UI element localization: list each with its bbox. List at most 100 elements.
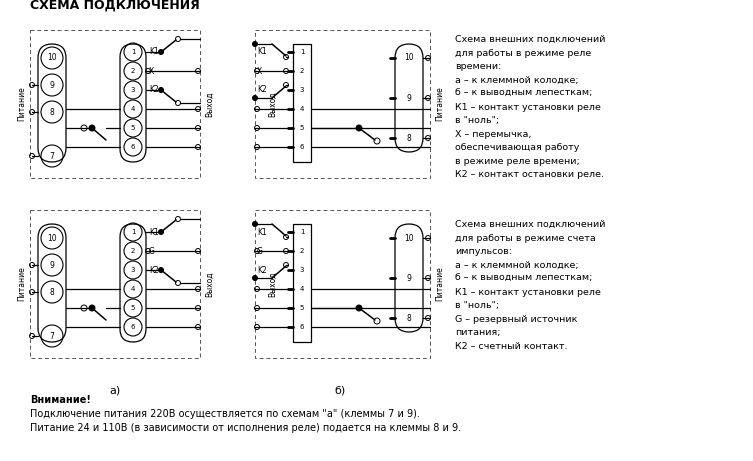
- Text: K2: K2: [257, 85, 267, 95]
- Text: X: X: [149, 66, 154, 76]
- Text: а): а): [109, 385, 120, 395]
- Text: в режиме реле времени;: в режиме реле времени;: [455, 156, 580, 165]
- FancyBboxPatch shape: [120, 224, 146, 342]
- Text: 1: 1: [300, 49, 304, 55]
- FancyBboxPatch shape: [38, 224, 66, 342]
- Text: а – к клеммной колодке;: а – к клеммной колодке;: [455, 76, 578, 84]
- FancyBboxPatch shape: [395, 44, 423, 152]
- Text: 6: 6: [300, 324, 304, 330]
- Text: Подключение питания 220В осуществляется по схемам "а" (клеммы 7 и 9).: Подключение питания 220В осуществляется …: [30, 409, 420, 419]
- Text: 8: 8: [407, 134, 411, 142]
- Text: Питание: Питание: [17, 87, 26, 121]
- Text: 2: 2: [300, 248, 304, 254]
- Text: 3: 3: [300, 267, 304, 273]
- Text: Питание 24 и 110В (в зависимости от исполнения реле) подается на клеммы 8 и 9.: Питание 24 и 110В (в зависимости от испо…: [30, 423, 461, 433]
- Text: Внимание!: Внимание!: [30, 395, 91, 405]
- Text: 8: 8: [50, 288, 54, 296]
- Text: 2: 2: [300, 68, 304, 74]
- Circle shape: [89, 305, 95, 311]
- Text: K1: K1: [149, 227, 159, 236]
- Circle shape: [252, 95, 258, 100]
- Text: 8: 8: [407, 313, 411, 323]
- Text: 4: 4: [131, 106, 136, 112]
- Text: для работы в режиме реле: для работы в режиме реле: [455, 48, 591, 58]
- Text: питания;: питания;: [455, 328, 501, 337]
- Text: Питание: Питание: [435, 87, 444, 121]
- Text: G: G: [257, 247, 263, 255]
- Text: б): б): [334, 385, 346, 395]
- Text: 8: 8: [50, 107, 54, 117]
- Text: 4: 4: [300, 106, 304, 112]
- Circle shape: [252, 221, 258, 226]
- Circle shape: [356, 305, 362, 311]
- FancyBboxPatch shape: [395, 224, 423, 332]
- Text: 6: 6: [300, 144, 304, 150]
- Text: 10: 10: [404, 234, 414, 242]
- Text: 3: 3: [131, 87, 136, 93]
- Circle shape: [89, 125, 95, 131]
- Text: K2: K2: [257, 266, 267, 274]
- Text: в "ноль";: в "ноль";: [455, 301, 499, 310]
- Text: Схема внешних подключений: Схема внешних подключений: [455, 35, 605, 44]
- Bar: [30, 30, 200, 178]
- Circle shape: [252, 41, 258, 47]
- Text: X: X: [257, 66, 262, 76]
- Text: Выход: Выход: [206, 91, 215, 117]
- Circle shape: [356, 125, 362, 131]
- Text: K1: K1: [149, 47, 159, 57]
- Text: 10: 10: [47, 234, 56, 242]
- Text: 9: 9: [50, 260, 54, 270]
- Text: Выход: Выход: [206, 271, 215, 297]
- Text: 6: 6: [131, 144, 136, 150]
- Text: а – к клеммной колодке;: а – к клеммной колодке;: [455, 260, 578, 270]
- Text: Питание: Питание: [435, 266, 444, 301]
- Text: б – к выводным лепесткам;: б – к выводным лепесткам;: [455, 274, 593, 283]
- Text: 9: 9: [50, 81, 54, 89]
- Text: 1: 1: [300, 229, 304, 235]
- Text: Выход: Выход: [269, 271, 278, 297]
- Text: 2: 2: [131, 68, 136, 74]
- Text: G – резервный источник: G – резервный источник: [455, 314, 578, 324]
- Text: 10: 10: [47, 53, 56, 63]
- Circle shape: [158, 230, 163, 235]
- FancyBboxPatch shape: [38, 44, 66, 162]
- Text: Выход: Выход: [269, 91, 278, 117]
- Text: для работы в режиме счета: для работы в режиме счета: [455, 234, 596, 242]
- Text: 7: 7: [50, 331, 54, 341]
- Text: 2: 2: [131, 248, 136, 254]
- Text: К2 – контакт остановки реле.: К2 – контакт остановки реле.: [455, 170, 604, 179]
- Circle shape: [252, 276, 258, 280]
- Text: К1 – контакт установки реле: К1 – контакт установки реле: [455, 102, 601, 112]
- Text: СХЕМА ПОДКЛЮЧЕНИЯ: СХЕМА ПОДКЛЮЧЕНИЯ: [30, 0, 200, 12]
- Text: 1: 1: [131, 49, 136, 55]
- Text: 3: 3: [131, 267, 136, 273]
- Text: К1 – контакт установки реле: К1 – контакт установки реле: [455, 288, 601, 296]
- Circle shape: [158, 88, 163, 93]
- Text: 5: 5: [300, 125, 304, 131]
- Bar: [30, 210, 200, 358]
- Text: б – к выводным лепесткам;: б – к выводным лепесткам;: [455, 89, 593, 98]
- Text: Х – перемычка,: Х – перемычка,: [455, 130, 532, 138]
- Text: G: G: [149, 247, 155, 255]
- Text: Схема внешних подключений: Схема внешних подключений: [455, 220, 605, 229]
- Text: K2: K2: [149, 85, 159, 95]
- Text: 4: 4: [300, 286, 304, 292]
- Text: 5: 5: [131, 125, 136, 131]
- Text: K1: K1: [257, 227, 267, 236]
- Text: Питание: Питание: [17, 266, 26, 301]
- Text: 10: 10: [404, 53, 414, 63]
- Text: K1: K1: [257, 47, 267, 57]
- Text: времени:: времени:: [455, 62, 501, 71]
- Text: 6: 6: [131, 324, 136, 330]
- Text: обеспечивающая работу: обеспечивающая работу: [455, 143, 579, 152]
- Text: 9: 9: [407, 273, 411, 283]
- Text: 9: 9: [407, 94, 411, 102]
- Circle shape: [158, 267, 163, 272]
- Text: 1: 1: [131, 229, 136, 235]
- Circle shape: [158, 49, 163, 54]
- Text: 4: 4: [131, 286, 136, 292]
- Text: в "ноль";: в "ноль";: [455, 116, 499, 125]
- Text: импульсов:: импульсов:: [455, 247, 512, 256]
- Bar: [255, 30, 430, 178]
- Text: K2: K2: [149, 266, 159, 274]
